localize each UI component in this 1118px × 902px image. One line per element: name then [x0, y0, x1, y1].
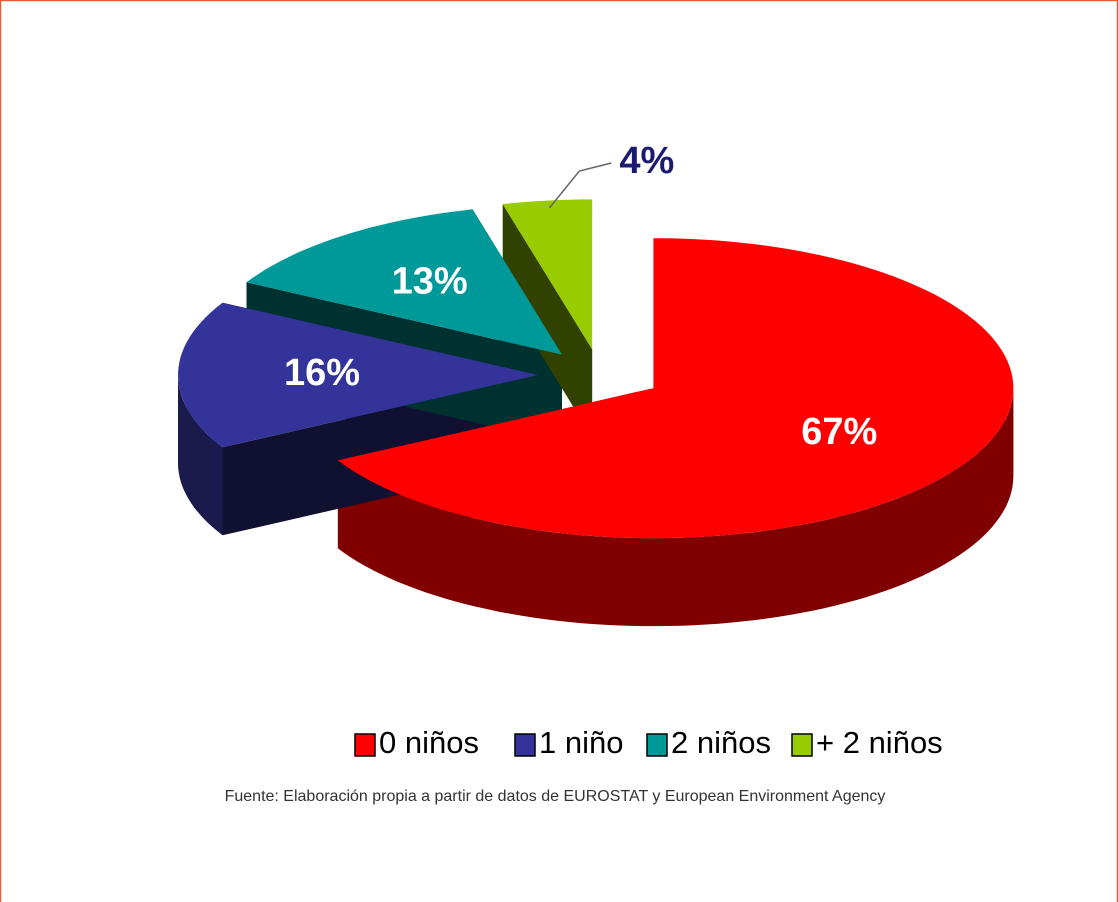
value-label: 67% — [801, 411, 877, 453]
legend-swatch — [791, 733, 813, 757]
legend-swatch — [514, 733, 536, 757]
source-note: Fuente: Elaboración propia a partir de d… — [225, 788, 886, 805]
legend-label: 0 niños — [379, 725, 479, 760]
slice-side — [502, 204, 593, 438]
legend-swatch — [354, 733, 376, 757]
legend-label: + 2 niños — [816, 725, 943, 760]
slice — [246, 209, 562, 355]
slice — [337, 238, 1014, 539]
legend-label: 1 niño — [539, 725, 623, 760]
slice-wall — [337, 388, 1014, 627]
value-labels: 67% 16% 13% 4% — [284, 140, 877, 453]
legend-swatch — [646, 733, 668, 757]
legend-label: 2 niños — [671, 725, 771, 760]
slice-tops — [178, 199, 1014, 539]
value-label: 16% — [284, 352, 360, 394]
slice — [178, 302, 538, 448]
slice-wall — [178, 375, 223, 536]
value-label: 13% — [392, 261, 468, 303]
value-label: 4% — [619, 140, 674, 182]
slice — [502, 199, 593, 350]
leader-line — [548, 162, 612, 209]
